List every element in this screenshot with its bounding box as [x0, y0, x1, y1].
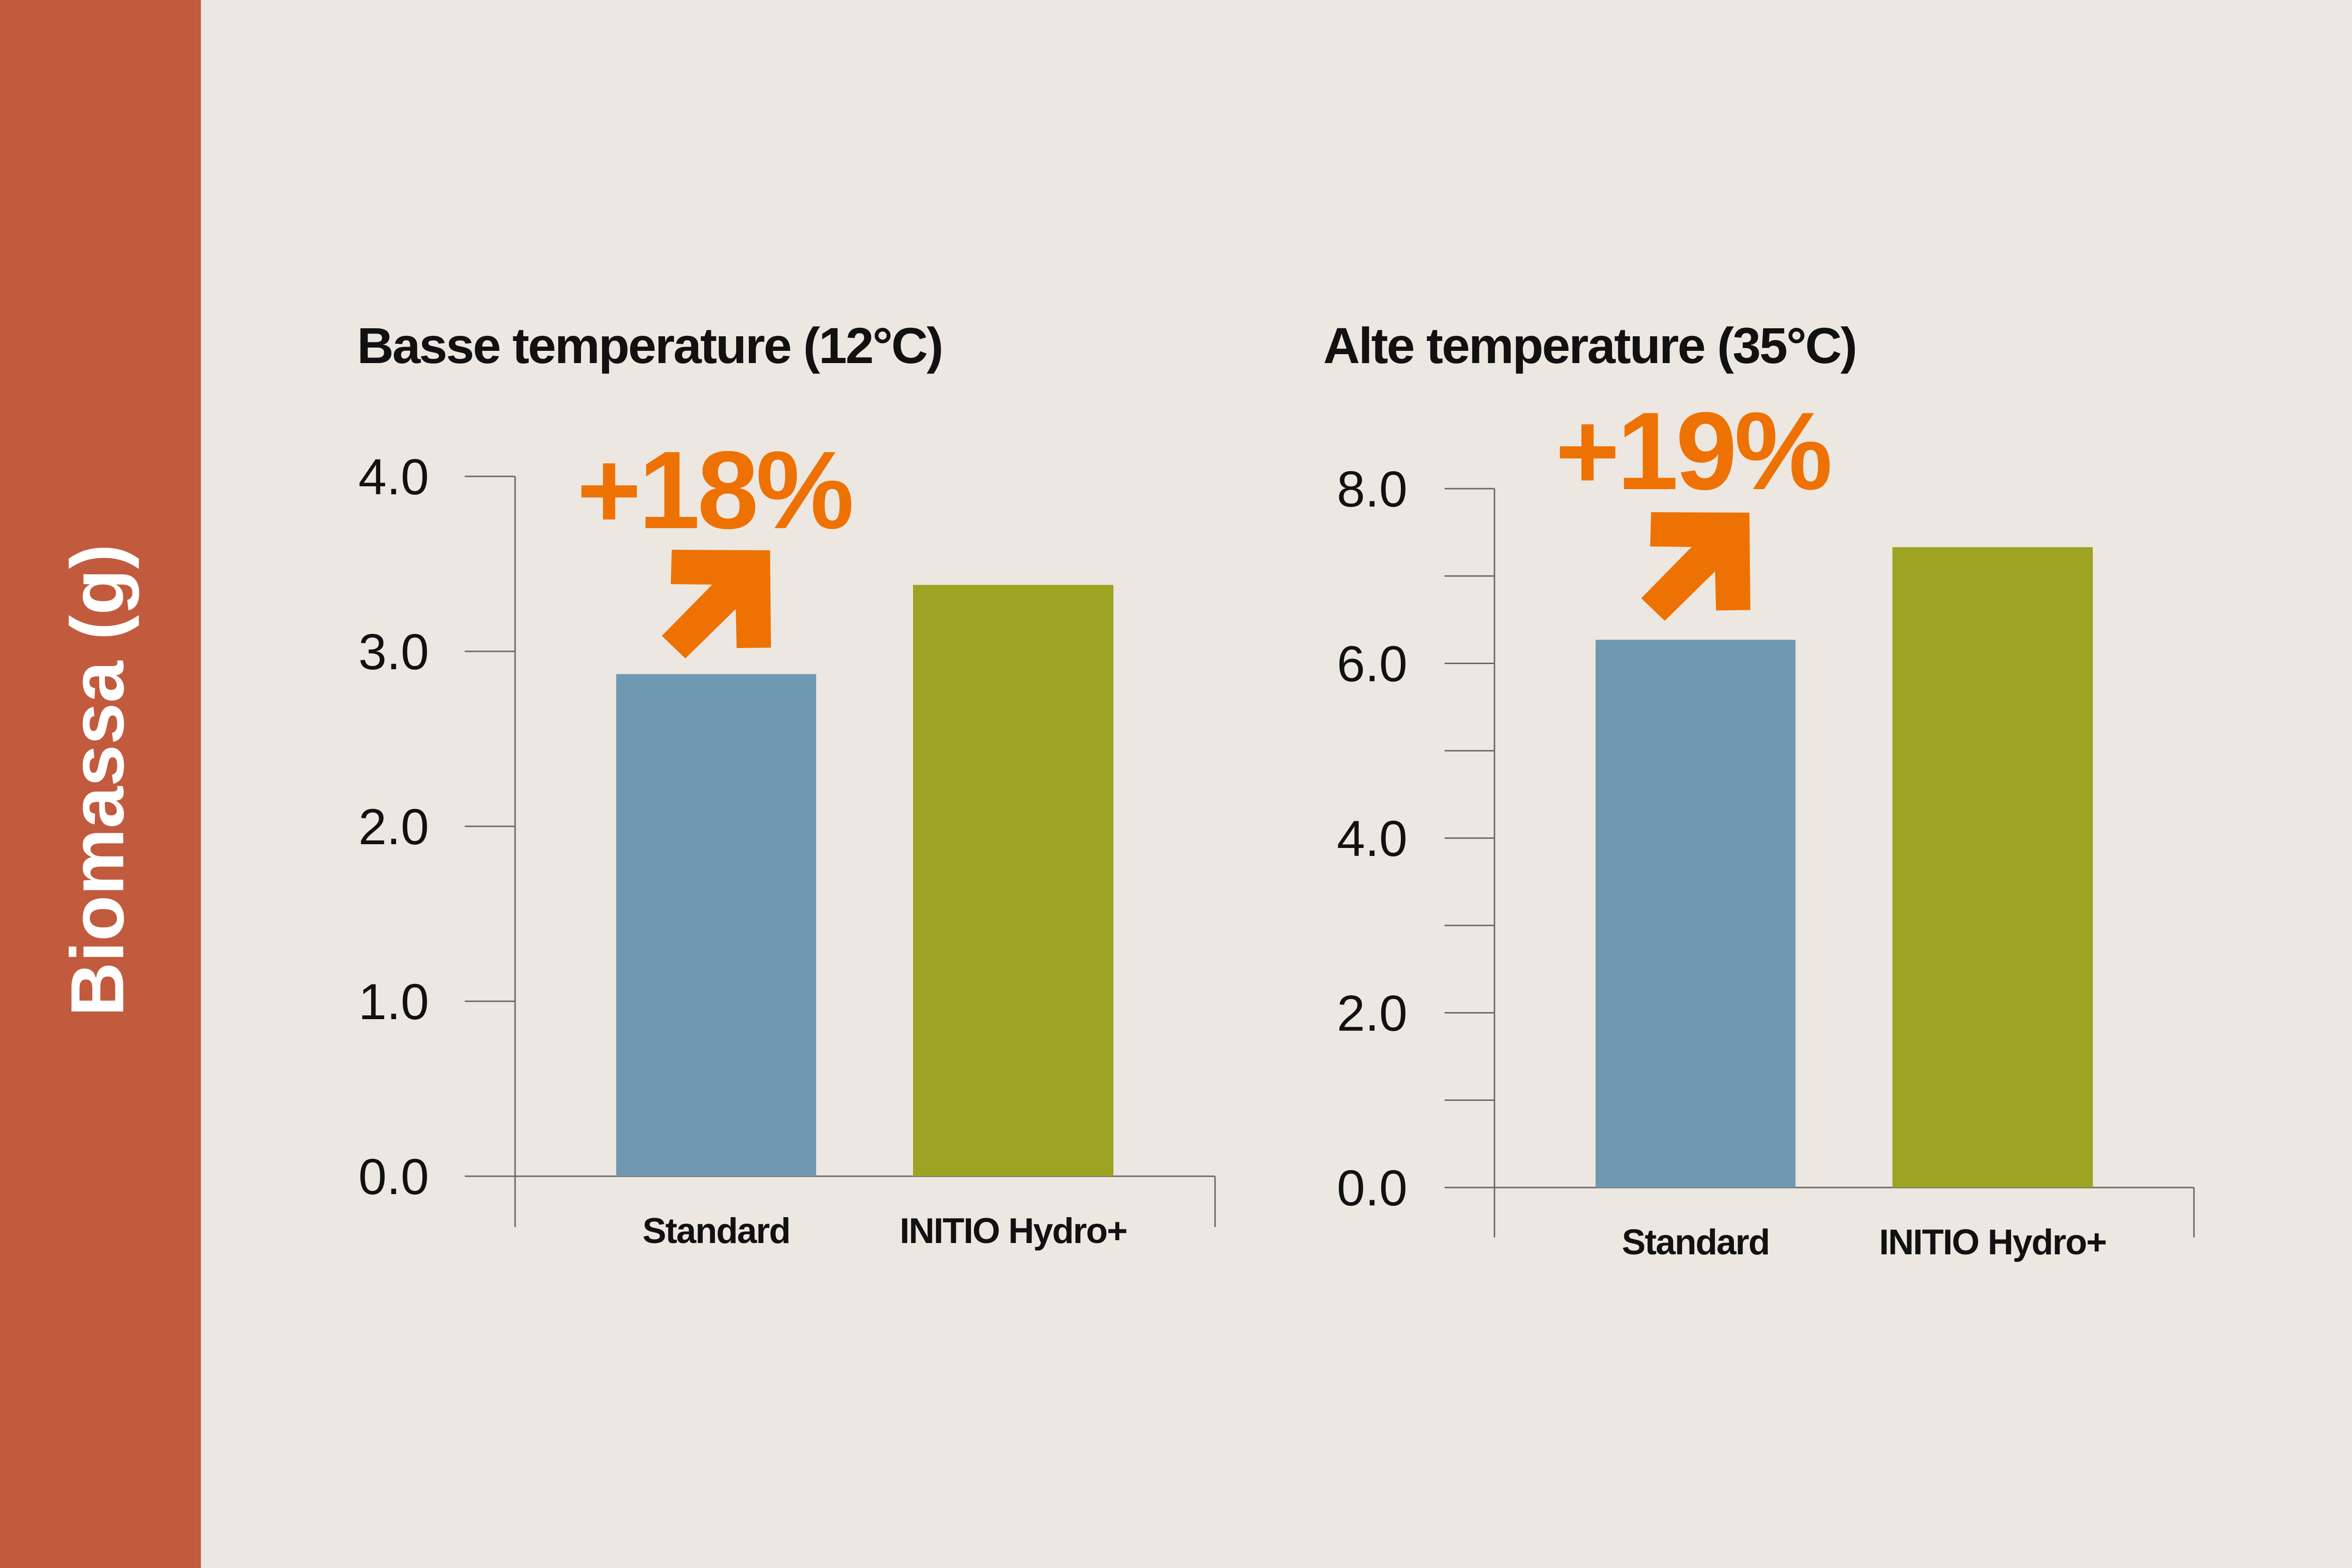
y-tick-label: 2.0 [358, 798, 429, 855]
sidebar-band [0, 0, 201, 1568]
chart-panel-1: Basse temperature (12°C) 0.0 1.0 2.0 3.0 4.0 S… [357, 317, 1216, 1251]
increase-annotation: +19% [1555, 389, 1830, 513]
y-tick-label: 0.0 [1337, 1159, 1407, 1216]
bar-initio-hydro [913, 585, 1113, 1176]
increase-annotation: +18% [577, 428, 851, 552]
bar-initio-hydro [1892, 547, 2093, 1188]
y-tick-label: 3.0 [358, 623, 429, 680]
y-axis-label: Biomassa (g) [55, 544, 139, 1017]
x-category-label: INITIO Hydro+ [1879, 1222, 2106, 1262]
chart-panel-2: Alte temperature (35°C) 0.0 2.0 4.0 6.0 8.0 St… [1323, 317, 2195, 1262]
y-tick-label: 4.0 [358, 448, 429, 505]
y-tick-label: 6.0 [1337, 635, 1407, 692]
y-tick-label: 2.0 [1337, 985, 1407, 1042]
arrow-up-right-icon [662, 550, 771, 658]
y-tick-label: 1.0 [358, 973, 429, 1030]
x-category-label: INITIO Hydro+ [900, 1211, 1127, 1251]
y-tick-label: 8.0 [1337, 460, 1407, 517]
y-tick-label: 0.0 [358, 1148, 429, 1205]
chart-title: Basse temperature (12°C) [357, 317, 942, 374]
arrow-up-right-icon [1641, 512, 1750, 621]
y-tick-label: 4.0 [1337, 810, 1407, 867]
chart-title: Alte temperature (35°C) [1323, 317, 1856, 374]
x-category-label: Standard [1622, 1222, 1769, 1262]
bar-standard [616, 674, 816, 1176]
bar-standard [1596, 640, 1796, 1188]
x-category-label: Standard [643, 1211, 790, 1251]
